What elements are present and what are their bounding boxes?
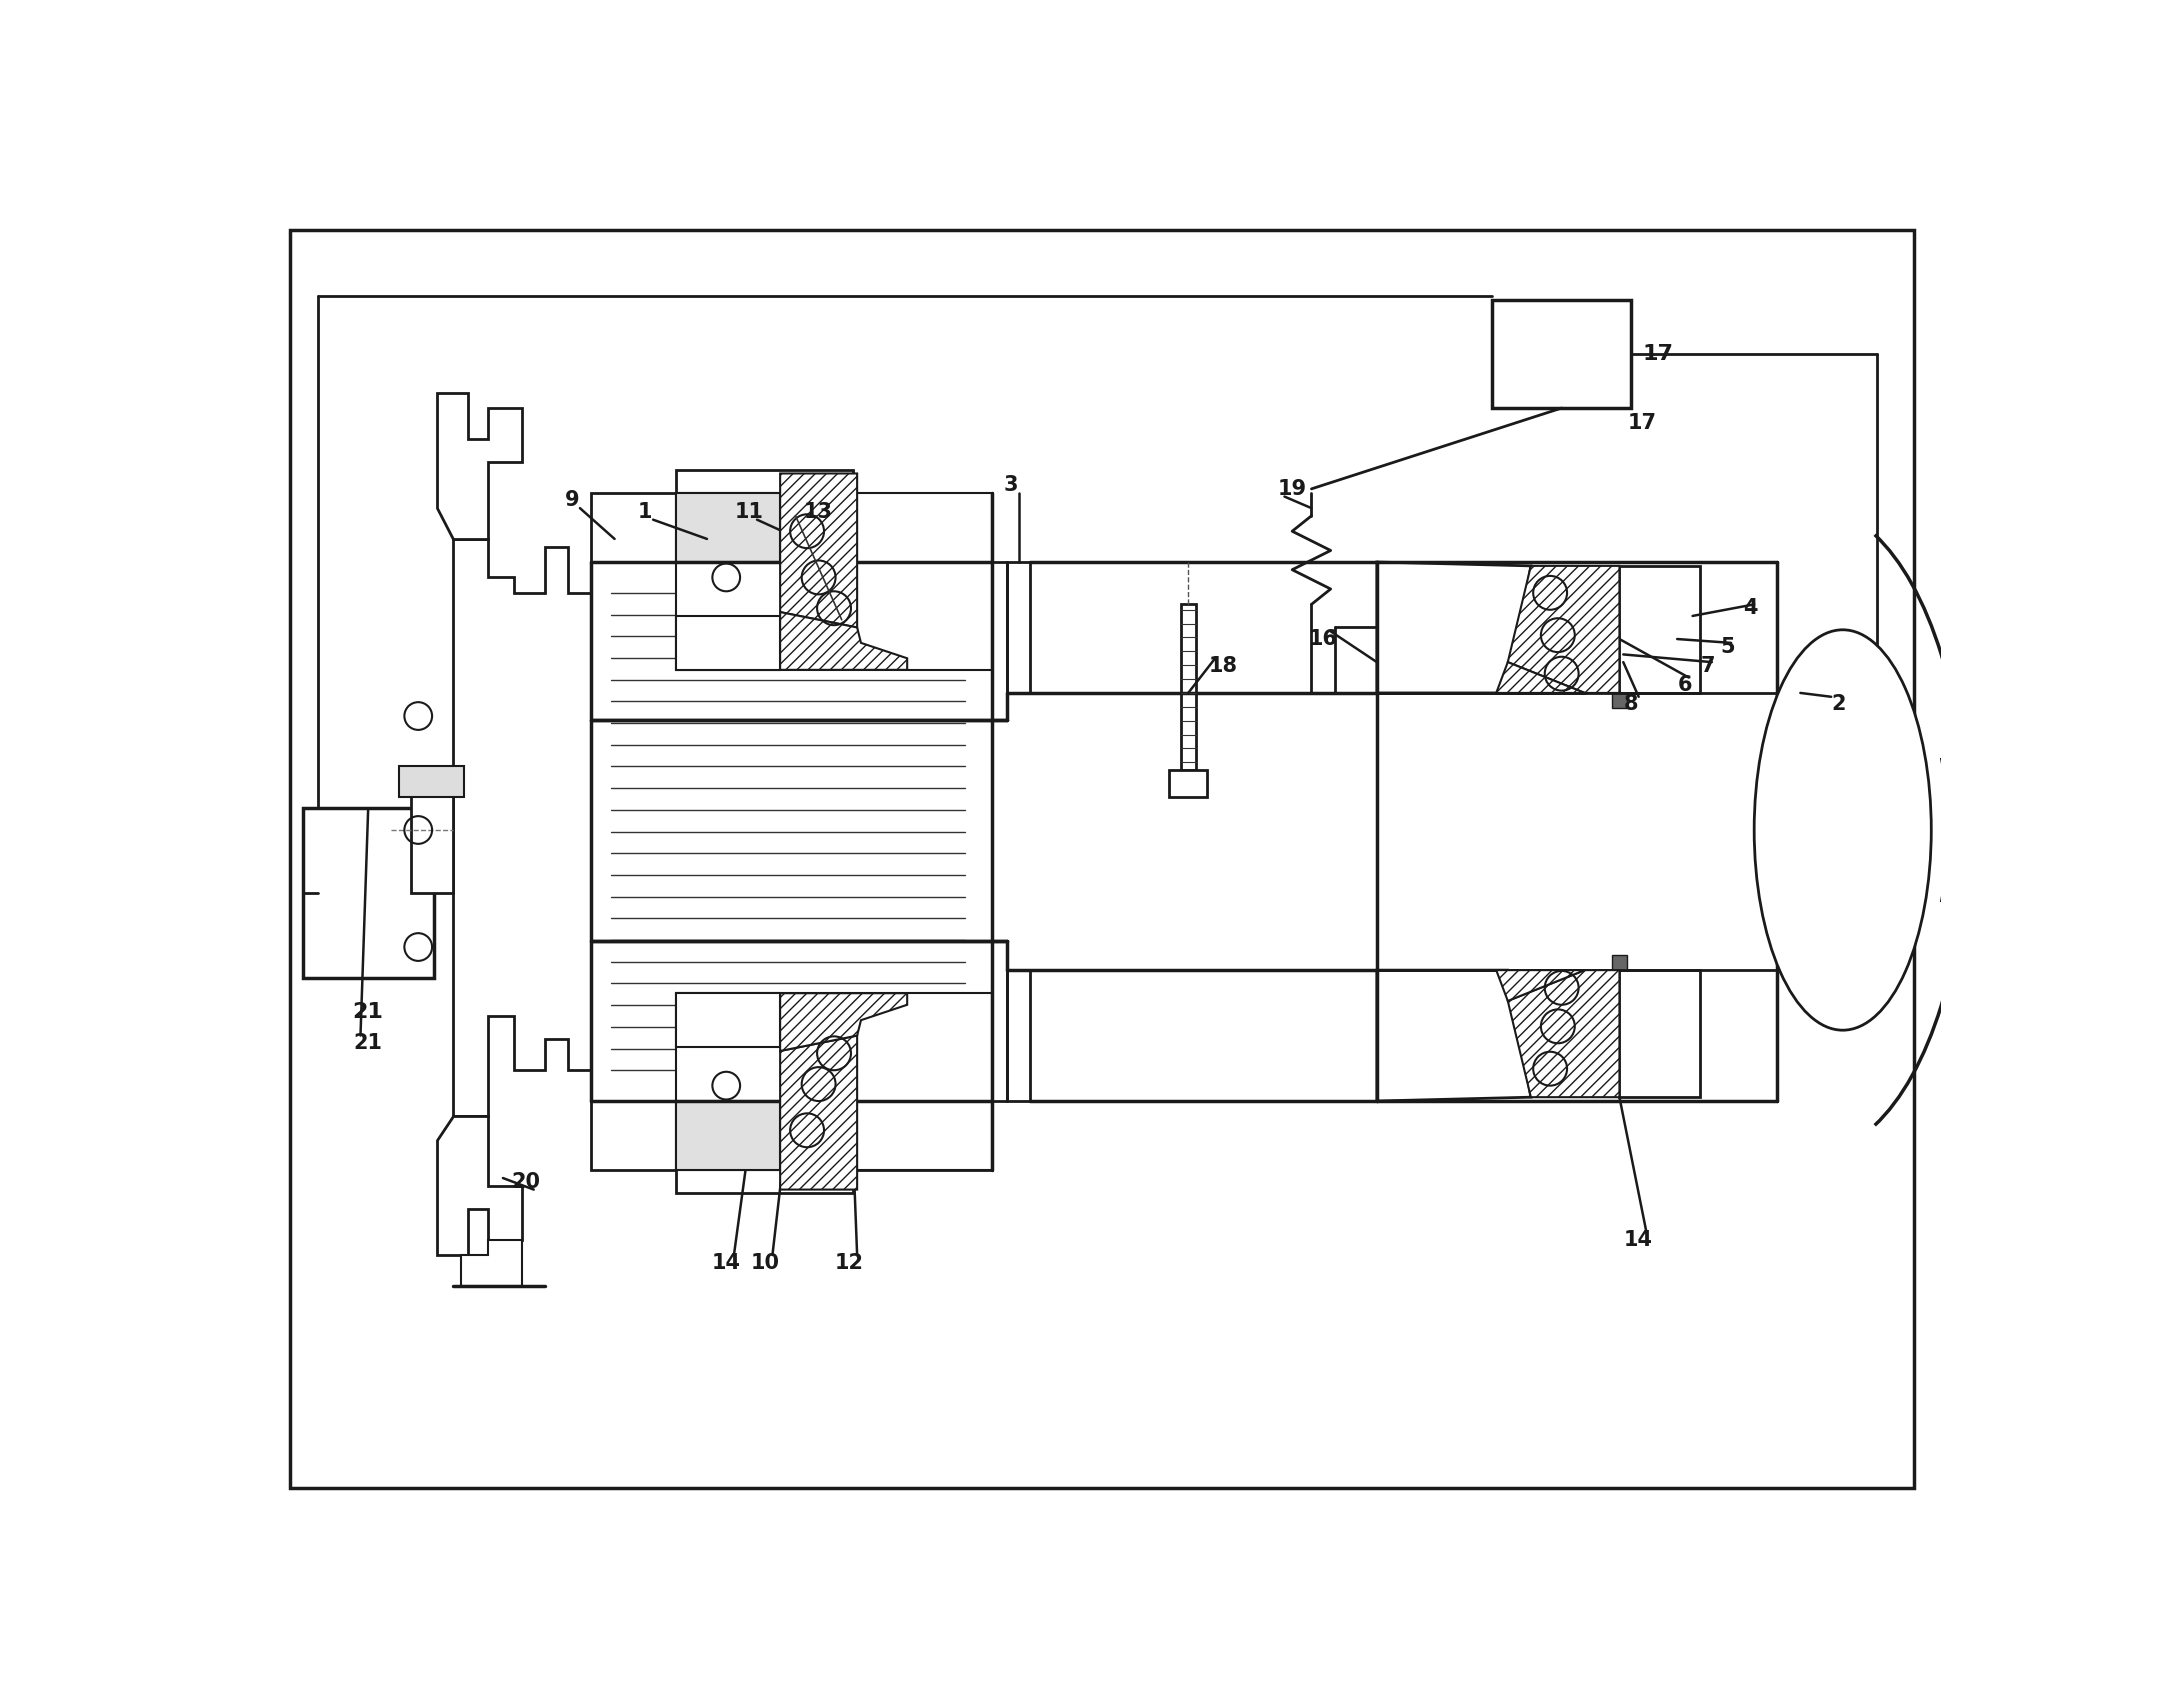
Polygon shape [1008,562,1030,693]
Text: 14: 14 [1624,1230,1653,1250]
Polygon shape [677,493,993,670]
Text: 17: 17 [1642,344,1674,364]
Polygon shape [1620,565,1700,693]
Text: 5: 5 [1720,636,1735,656]
Polygon shape [677,616,781,670]
Polygon shape [1378,562,1531,693]
Polygon shape [1508,565,1620,693]
Bar [398,766,465,796]
Text: 3: 3 [1004,476,1019,494]
Text: 4: 4 [1743,599,1759,617]
Polygon shape [781,474,857,628]
Text: 7: 7 [1700,656,1715,676]
Polygon shape [1497,970,1585,1000]
Polygon shape [1168,769,1207,796]
Text: 14: 14 [712,1253,740,1272]
Polygon shape [677,1102,781,1171]
Text: 21: 21 [353,1002,383,1022]
Text: 17: 17 [1629,413,1657,434]
Polygon shape [1181,604,1196,769]
Polygon shape [781,612,906,670]
Text: 13: 13 [805,503,833,521]
Text: 20: 20 [510,1172,541,1193]
Bar [303,808,433,978]
Polygon shape [590,562,993,1102]
Polygon shape [781,1036,857,1189]
Text: 11: 11 [735,503,764,521]
Text: 8: 8 [1624,695,1637,715]
Polygon shape [1620,970,1700,1097]
Polygon shape [437,1117,521,1255]
Polygon shape [1008,970,1030,1102]
Polygon shape [781,994,906,1051]
Text: 18: 18 [1209,656,1237,676]
Polygon shape [411,769,452,892]
Text: 16: 16 [1309,629,1337,649]
Polygon shape [452,538,590,1117]
Polygon shape [677,994,781,1048]
Polygon shape [677,994,993,1171]
Polygon shape [1378,562,1778,1102]
Text: 19: 19 [1278,479,1306,499]
Text: 12: 12 [835,1253,863,1272]
Polygon shape [590,469,993,562]
Polygon shape [437,393,521,538]
Polygon shape [590,1102,993,1193]
Polygon shape [461,1240,521,1285]
Text: 2: 2 [1832,695,1847,715]
Text: 1: 1 [638,503,653,521]
Polygon shape [1378,970,1531,1102]
Bar [1611,955,1627,970]
Bar [1492,300,1631,408]
Text: 21: 21 [355,1032,383,1053]
Polygon shape [677,493,781,562]
Polygon shape [1497,661,1585,693]
Text: 9: 9 [565,491,580,511]
Polygon shape [1508,970,1620,1097]
Bar [1611,693,1627,709]
Ellipse shape [1754,629,1932,1031]
Text: 6: 6 [1678,675,1691,695]
Text: 10: 10 [751,1253,779,1272]
